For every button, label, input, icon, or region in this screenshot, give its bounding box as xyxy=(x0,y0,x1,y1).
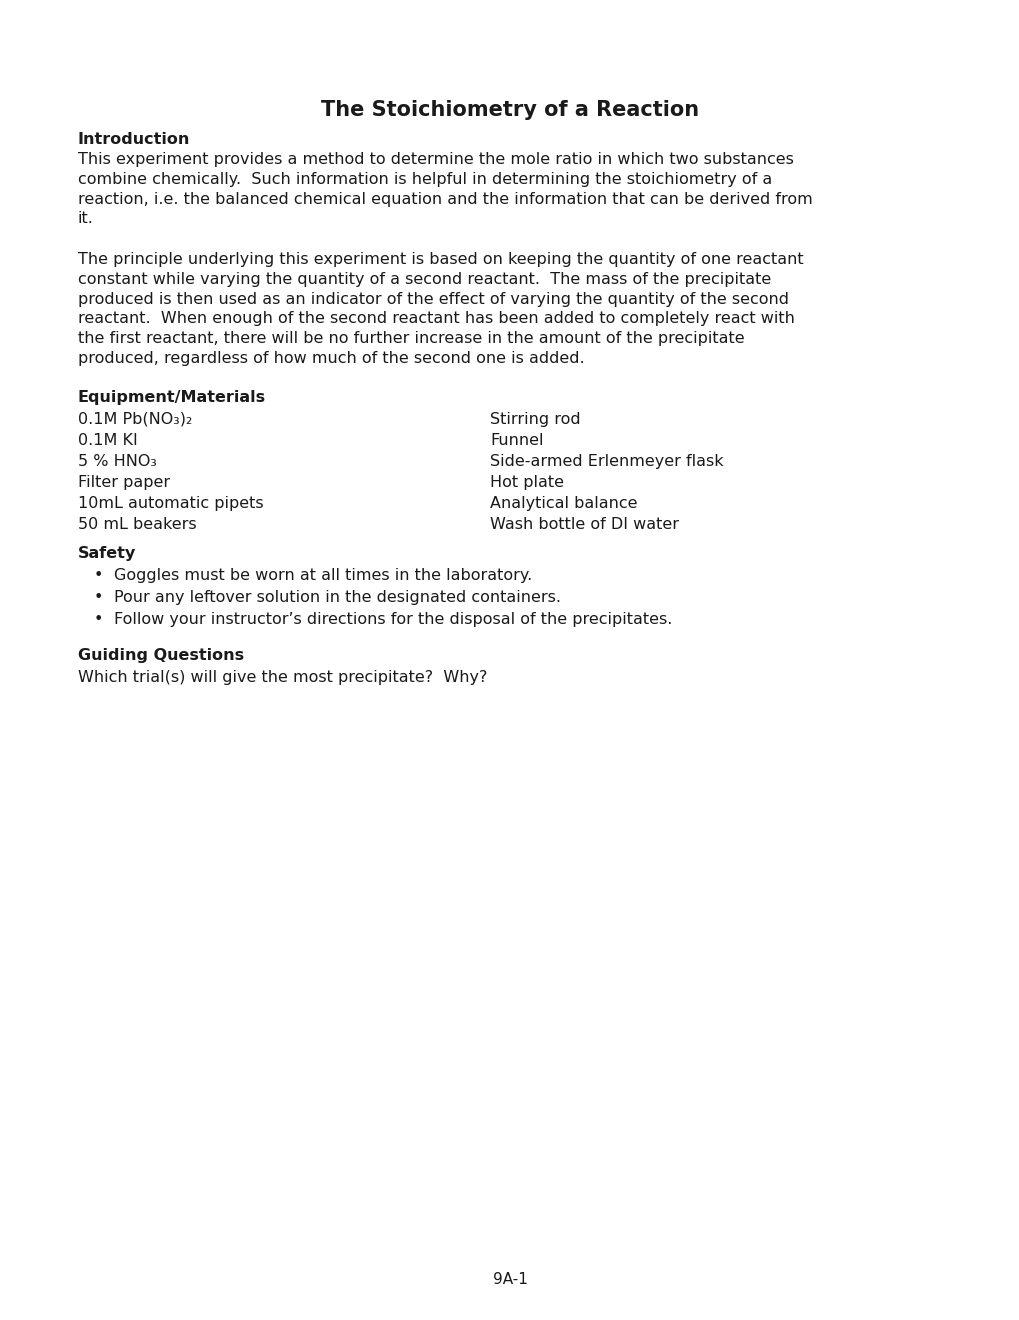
Text: 10mL automatic pipets: 10mL automatic pipets xyxy=(77,496,263,511)
Text: Filter paper: Filter paper xyxy=(77,475,170,490)
Text: 9A-1: 9A-1 xyxy=(492,1272,527,1287)
Text: The principle underlying this experiment is based on keeping the quantity of one: The principle underlying this experiment… xyxy=(77,252,803,366)
Text: Introduction: Introduction xyxy=(77,132,191,147)
Text: •: • xyxy=(94,612,103,627)
Text: Follow your instructor’s directions for the disposal of the precipitates.: Follow your instructor’s directions for … xyxy=(114,612,672,627)
Text: 0.1M Pb(NO₃)₂: 0.1M Pb(NO₃)₂ xyxy=(77,412,192,426)
Text: This experiment provides a method to determine the mole ratio in which two subst: This experiment provides a method to det… xyxy=(77,152,812,227)
Text: Wash bottle of DI water: Wash bottle of DI water xyxy=(489,517,679,532)
Text: Guiding Questions: Guiding Questions xyxy=(77,648,244,663)
Text: Stirring rod: Stirring rod xyxy=(489,412,580,426)
Text: Pour any leftover solution in the designated containers.: Pour any leftover solution in the design… xyxy=(114,590,560,605)
Text: 5 % HNO₃: 5 % HNO₃ xyxy=(77,454,157,469)
Text: •: • xyxy=(94,590,103,605)
Text: •: • xyxy=(94,568,103,583)
Text: Analytical balance: Analytical balance xyxy=(489,496,637,511)
Text: The Stoichiometry of a Reaction: The Stoichiometry of a Reaction xyxy=(321,100,698,120)
Text: Equipment/Materials: Equipment/Materials xyxy=(77,389,266,405)
Text: Goggles must be worn at all times in the laboratory.: Goggles must be worn at all times in the… xyxy=(114,568,532,583)
Text: Side-armed Erlenmeyer flask: Side-armed Erlenmeyer flask xyxy=(489,454,722,469)
Text: 0.1M KI: 0.1M KI xyxy=(77,433,138,447)
Text: 50 mL beakers: 50 mL beakers xyxy=(77,517,197,532)
Text: Safety: Safety xyxy=(77,546,137,561)
Text: Hot plate: Hot plate xyxy=(489,475,564,490)
Text: Which trial(s) will give the most precipitate?  Why?: Which trial(s) will give the most precip… xyxy=(77,671,487,685)
Text: Funnel: Funnel xyxy=(489,433,543,447)
